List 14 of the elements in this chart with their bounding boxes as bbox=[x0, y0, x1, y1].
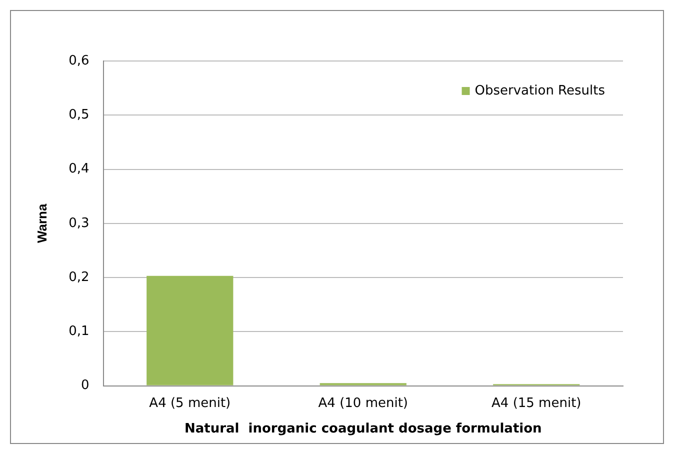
legend-label: Observation Results bbox=[474, 83, 606, 98]
x-tick-label: A4 (10 menit) bbox=[318, 396, 408, 411]
y-tick-label: 0,1 bbox=[68, 324, 90, 340]
x-tick-label: A4 (15 menit) bbox=[492, 396, 582, 411]
y-tick-label: 0,2 bbox=[68, 270, 90, 285]
y-tick-label: 0,5 bbox=[68, 108, 90, 123]
y-tick-label: 0,3 bbox=[68, 216, 90, 231]
x-axis-title: Natural inorganic coagulant dosage formulation bbox=[184, 422, 542, 437]
y-tick-label: 0,6 bbox=[68, 53, 90, 68]
y-axis-title: Warna bbox=[34, 203, 50, 244]
y-tick-label: 0 bbox=[80, 378, 90, 394]
x-tick-label: A4 (5 menit) bbox=[149, 396, 231, 411]
y-tick-label: 0,4 bbox=[68, 162, 90, 177]
bar bbox=[146, 276, 234, 386]
